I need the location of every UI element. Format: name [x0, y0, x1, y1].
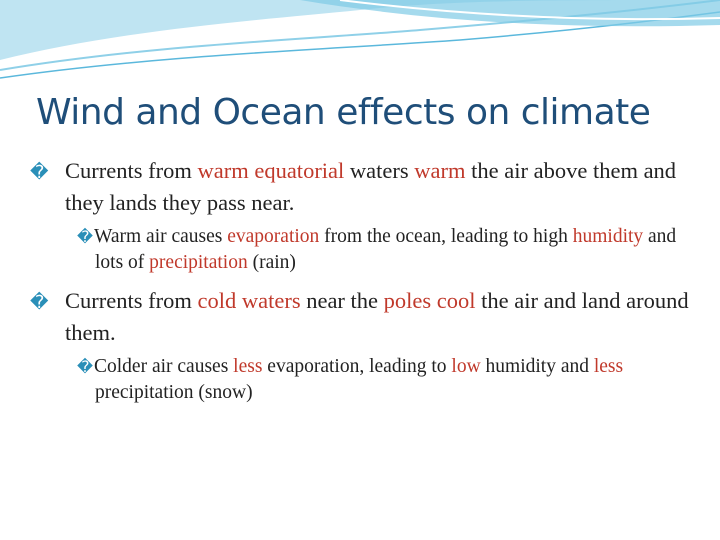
bullet: � Currents from cold waters near the pole…	[30, 286, 690, 348]
bullet: �Colder air causes less evaporation, lea…	[30, 354, 690, 406]
bullet-text: the air and land around them.	[65, 288, 689, 345]
highlighted-text: poles cool	[383, 288, 476, 313]
bullet-marker: �	[30, 162, 49, 183]
highlighted-text: precipitation	[149, 252, 248, 273]
bullet-marker: �	[30, 292, 49, 313]
bullet-text: humidity and	[480, 356, 594, 377]
bullet-list: � Currents from warm equatorial waters wa…	[30, 156, 690, 416]
bullet-text: near the	[300, 288, 384, 313]
highlighted-text: evaporation	[227, 226, 320, 247]
highlighted-text: less	[593, 356, 624, 377]
wave-dark	[300, 0, 720, 27]
highlighted-text: warm	[414, 158, 466, 183]
highlighted-text: warm equatorial	[197, 158, 345, 183]
bullet: � Currents from warm equatorial waters wa…	[30, 156, 690, 218]
bullet-text: (rain)	[247, 252, 296, 273]
bullet-marker: �	[77, 358, 93, 376]
bullet-text: evaporation, leading to	[262, 356, 452, 377]
bullet-text: and lots of	[95, 226, 677, 273]
bullet-text: the air above them and they lands they p…	[65, 158, 677, 215]
header-decoration	[0, 0, 720, 79]
highlighted-text: low	[451, 356, 481, 377]
bullet-text: Currents from	[65, 288, 198, 313]
bullet-text: Colder air causes	[94, 356, 234, 377]
bullet: �Warm air causes evaporation from the oc…	[30, 224, 690, 276]
bullet-text: precipitation (snow)	[95, 382, 253, 403]
highlighted-text: cold waters	[197, 288, 301, 313]
wave-light	[0, 0, 720, 60]
bullet-text: Warm air causes	[94, 226, 228, 247]
bullet-marker: �	[77, 228, 93, 246]
bullet-text: from the ocean, leading to high	[319, 226, 573, 247]
bullet-text: waters	[344, 158, 415, 183]
wave-highlight	[339, 0, 720, 21]
highlighted-text: humidity	[572, 226, 644, 247]
highlighted-text: less	[233, 356, 263, 377]
bullet-text: Currents from	[65, 158, 198, 183]
slide-title: Wind and Ocean effects on climate	[36, 92, 651, 133]
